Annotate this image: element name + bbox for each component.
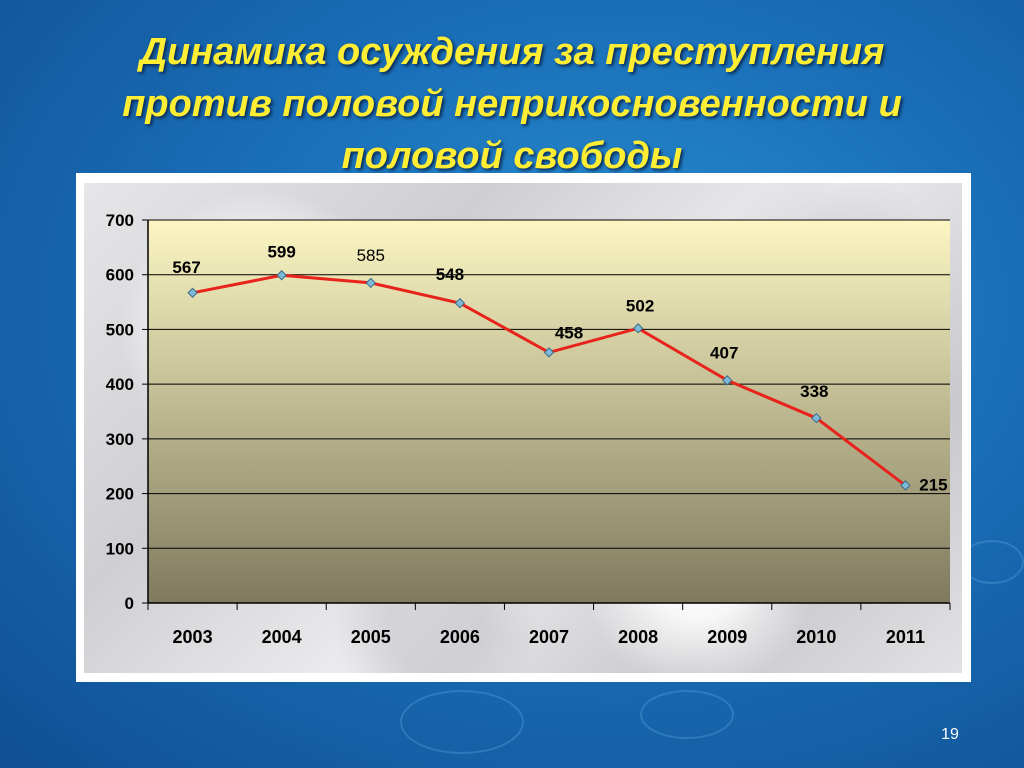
data-point-marker	[187, 287, 198, 298]
y-tick-label: 300	[106, 430, 134, 449]
data-label: 548	[436, 265, 464, 284]
page-number: 19	[941, 726, 959, 743]
data-label: 338	[800, 382, 828, 401]
x-tick-label: 2005	[351, 627, 391, 647]
data-point-marker	[454, 297, 466, 309]
title-line-1: Динамика осуждения за преступления	[139, 31, 885, 73]
x-tick-label: 2008	[618, 627, 658, 647]
data-point-marker	[632, 323, 644, 334]
x-tick-label: 2003	[173, 627, 213, 647]
plot-area	[148, 220, 950, 603]
data-label: 567	[172, 258, 200, 277]
y-tick-label: 500	[106, 320, 134, 339]
data-point-marker	[365, 277, 376, 289]
x-tick-label: 2010	[796, 627, 836, 647]
data-label: 599	[267, 242, 295, 261]
title-line-3: половой свободы	[341, 135, 683, 177]
x-tick-label: 2009	[707, 627, 747, 647]
data-point-marker	[276, 270, 287, 281]
y-tick-label: 600	[106, 266, 134, 285]
title-line-2: против половой неприкосновенности и	[122, 83, 902, 125]
y-tick-label: 0	[125, 594, 134, 613]
data-label: 215	[919, 475, 947, 494]
x-tick-label: 2006	[440, 627, 480, 647]
data-point-marker	[900, 480, 911, 491]
data-label: 407	[710, 343, 738, 362]
data-label: 502	[626, 296, 654, 315]
data-label: 585	[357, 246, 385, 265]
slide-title: Динамика осуждения за преступления проти…	[40, 26, 984, 182]
y-tick-label: 200	[106, 485, 134, 504]
ripple-decoration	[640, 690, 734, 739]
x-tick-label: 2007	[529, 627, 569, 647]
data-point-marker	[543, 347, 555, 358]
x-tick-label: 2011	[886, 627, 925, 647]
ripple-decoration	[400, 690, 524, 754]
data-label: 458	[555, 323, 583, 342]
y-tick-label: 700	[106, 211, 134, 230]
data-point-marker	[722, 375, 733, 386]
y-tick-label: 400	[106, 375, 134, 394]
data-point-marker	[811, 412, 822, 424]
y-tick-label: 100	[106, 539, 134, 558]
x-tick-label: 2004	[262, 627, 302, 647]
